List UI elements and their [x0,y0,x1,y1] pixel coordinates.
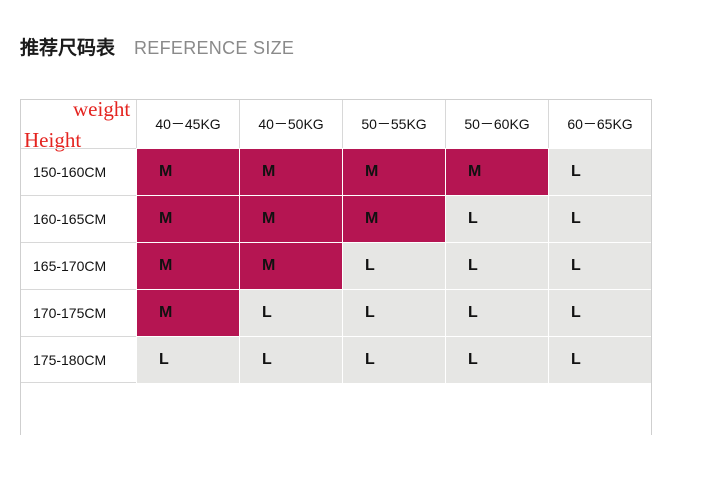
size-cell-m: M [342,195,445,242]
size-cell-l: L [445,289,548,336]
size-cell-m: M [136,242,239,289]
size-cell-m: M [239,195,342,242]
row-header-height: 175-180CM [21,336,136,383]
size-cell-l: L [445,336,548,383]
column-header-weight: 40－45KG [136,100,239,148]
size-cell-l: L [548,289,651,336]
size-cell-l: L [239,289,342,336]
row-header-height: 170-175CM [21,289,136,336]
size-cell-m: M [445,148,548,195]
title-chinese: 推荐尺码表 [20,37,116,59]
size-reference-table: weight Height 40－45KG 40－50KG 50－55KG 50－60… [20,97,652,435]
size-cell-l: L [548,336,651,383]
size-cell-l: L [342,242,445,289]
size-cell-m: M [239,148,342,195]
row-header-height: 150-160CM [21,148,136,195]
size-cell-m: M [239,242,342,289]
size-cell-l: L [548,195,651,242]
size-cell-l: L [239,336,342,383]
size-cell-m: M [342,148,445,195]
column-header-weight: 50－55KG [342,100,445,148]
column-header-weight: 60－65KG [548,100,651,148]
size-cell-l: L [445,195,548,242]
size-cell-m: M [136,195,239,242]
row-header-height: 165-170CM [21,242,136,289]
size-cell-l: L [342,336,445,383]
column-header-weight: 50－60KG [445,100,548,148]
size-cell-m: M [136,148,239,195]
table-corner: weight Height [21,97,136,152]
size-cell-l: L [548,242,651,289]
table-footer-blank [21,382,651,435]
title-english: REFERENCE SIZE [134,38,295,58]
size-cell-l: L [548,148,651,195]
size-cell-m: M [136,289,239,336]
column-header-weight: 40－50KG [239,100,342,148]
size-cell-l: L [136,336,239,383]
size-cell-l: L [342,289,445,336]
weight-axis-label: weight [73,97,131,121]
row-header-height: 160-165CM [21,195,136,242]
size-cell-l: L [445,242,548,289]
